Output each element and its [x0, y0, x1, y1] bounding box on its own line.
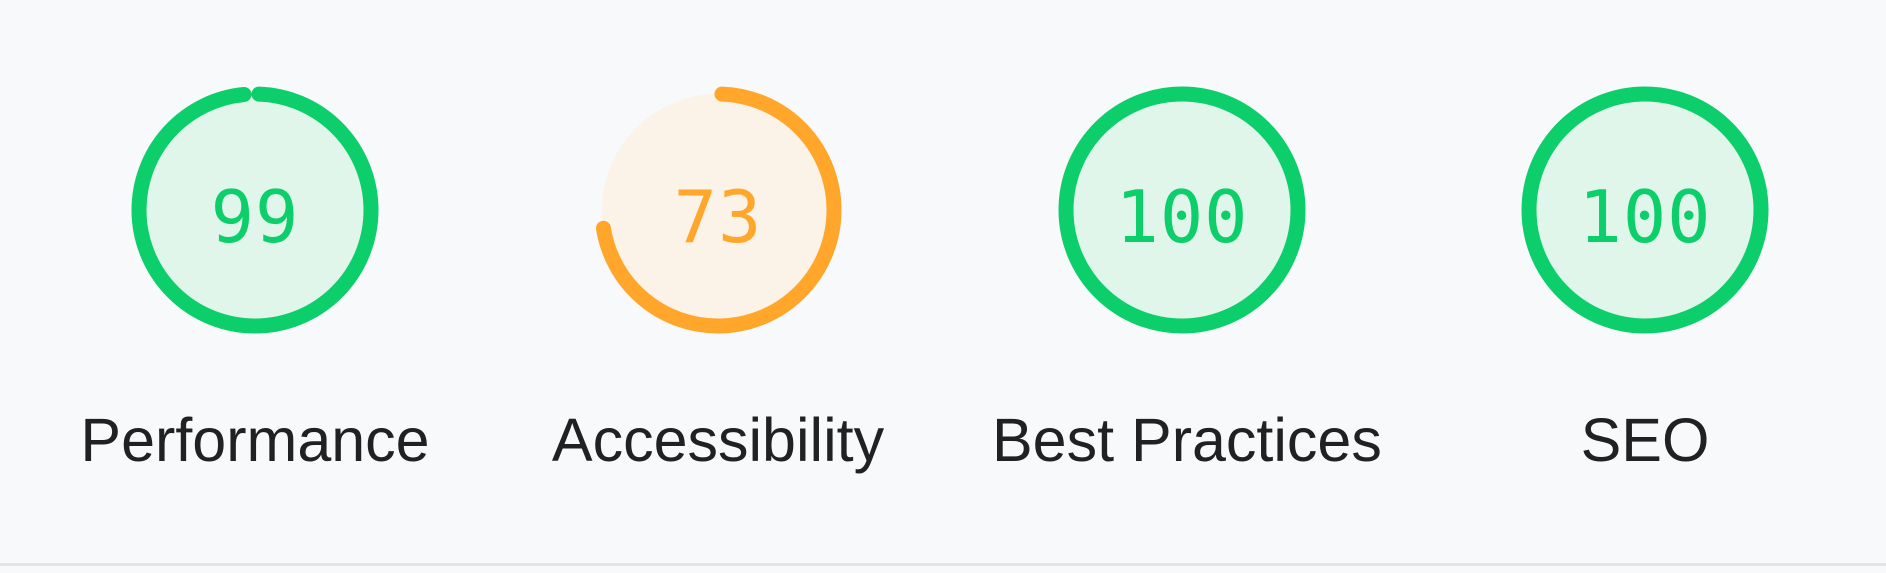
- score-value: 99: [210, 175, 300, 259]
- gauge-seo[interactable]: 100 SEO: [1495, 80, 1795, 480]
- score-ring: [1058, 86, 1306, 334]
- category-label: Accessibility: [551, 406, 885, 474]
- score-ring-background: [139, 94, 371, 326]
- score-ring-arc: [131, 86, 379, 334]
- gauge-performance[interactable]: 99 Performance: [80, 80, 430, 480]
- score-ring-background: [1066, 94, 1298, 326]
- score-value: 100: [1578, 175, 1712, 259]
- section-divider: [0, 563, 1886, 566]
- score-ring-arc: [1058, 86, 1306, 334]
- score-ring-arc: [594, 86, 842, 334]
- category-label: Best Practices: [992, 406, 1382, 474]
- score-value: 73: [673, 175, 763, 259]
- gauge-best-practices[interactable]: 100 Best Practices: [992, 80, 1382, 480]
- score-ring-background: [602, 94, 834, 326]
- score-ring: [594, 86, 842, 334]
- score-ring-arc: [1521, 86, 1769, 334]
- score-value: 100: [1115, 175, 1249, 259]
- category-label: Performance: [80, 406, 430, 474]
- gauge-accessibility[interactable]: 73 Accessibility: [552, 80, 884, 480]
- score-ring: [1521, 86, 1769, 334]
- score-ring-background: [1529, 94, 1761, 326]
- score-ring: [131, 86, 379, 334]
- category-label: SEO: [1580, 406, 1710, 474]
